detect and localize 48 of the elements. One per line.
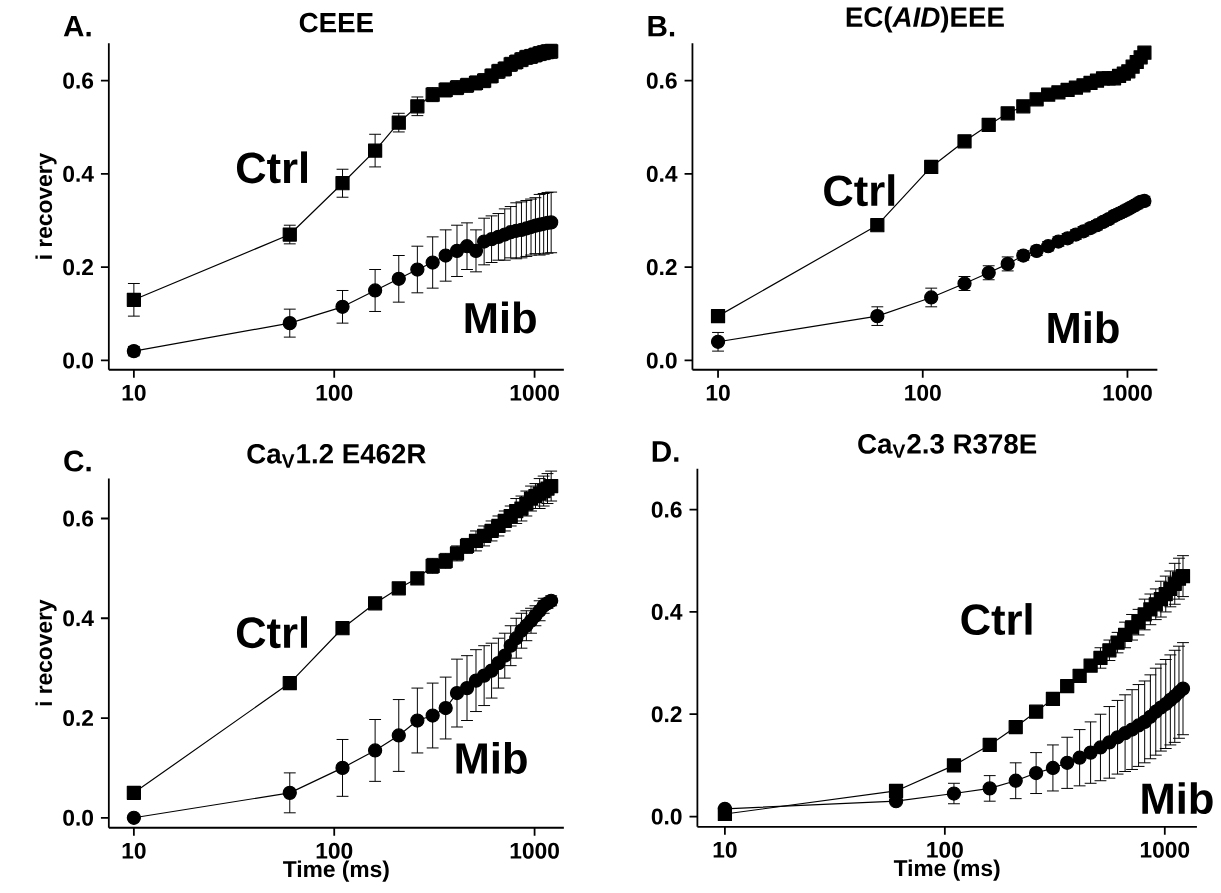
series-label: Ctrl bbox=[236, 151, 307, 184]
series-label: Mib bbox=[1048, 311, 1119, 344]
text: A. bbox=[63, 15, 91, 37]
y-tick-label: 0.2 bbox=[646, 259, 677, 276]
y-tick-label: 0.4 bbox=[63, 610, 94, 627]
series-label: Mib bbox=[1142, 782, 1213, 815]
series-label: Mib bbox=[465, 301, 536, 334]
series-label: Ctrl bbox=[236, 616, 307, 649]
x-tick-label: 100 bbox=[927, 841, 963, 858]
y-tick-label: 0.4 bbox=[646, 165, 678, 182]
x-axis-title: Time (ms) bbox=[283, 860, 389, 882]
chart-title: EC(AID)EEE bbox=[846, 6, 1004, 33]
chart-title: CEEE bbox=[299, 12, 373, 33]
y-tick-label: 0.6 bbox=[63, 72, 94, 89]
y-tick-label: 0.6 bbox=[651, 501, 682, 518]
chart-title: Ca$_{V}$1.2 E462R bbox=[247, 443, 426, 468]
chart-title: Ca$_{V}$2.3 R378E bbox=[858, 434, 1037, 458]
x-tick-label: 1000 bbox=[1140, 841, 1190, 858]
y-tick-label: 0.0 bbox=[646, 352, 677, 369]
y-tick-label: 0.0 bbox=[63, 809, 94, 826]
y-tick-label: 0.2 bbox=[63, 709, 94, 727]
x-tick-label: 100 bbox=[905, 384, 941, 401]
x-tick-label: 10 bbox=[122, 384, 146, 401]
y-tick-label: 0.4 bbox=[63, 165, 94, 182]
y-tick-label: 0.0 bbox=[63, 352, 94, 369]
y-tick-label: 0.4 bbox=[651, 603, 683, 620]
x-tick-label: 1000 bbox=[1103, 384, 1152, 401]
x-tick-label: 1000 bbox=[510, 842, 559, 859]
y-axis-title: i recovery bbox=[35, 152, 57, 259]
x-tick-label: 10 bbox=[706, 384, 730, 401]
y-tick-label: 0.6 bbox=[63, 510, 94, 527]
y-tick-label: 0.2 bbox=[651, 706, 682, 723]
text: B. bbox=[648, 15, 675, 37]
text: C. bbox=[64, 450, 91, 472]
series-label: Ctrl bbox=[961, 603, 1032, 636]
x-tick-label: 100 bbox=[316, 842, 353, 859]
x-axis-title: Time (ms) bbox=[893, 859, 1000, 881]
y-tick-label: 0.6 bbox=[646, 72, 677, 89]
x-tick-label: 10 bbox=[713, 841, 737, 858]
x-tick-label: 1000 bbox=[510, 384, 559, 401]
y-tick-label: 0.2 bbox=[63, 259, 94, 276]
x-tick-label: 10 bbox=[122, 842, 146, 859]
series-label: Mib bbox=[456, 741, 527, 774]
y-tick-label: 0.0 bbox=[651, 808, 682, 825]
text: D. bbox=[652, 441, 679, 462]
series-label: Ctrl bbox=[824, 174, 895, 207]
x-tick-label: 100 bbox=[316, 384, 353, 401]
y-axis-title: i recovery bbox=[35, 599, 57, 706]
